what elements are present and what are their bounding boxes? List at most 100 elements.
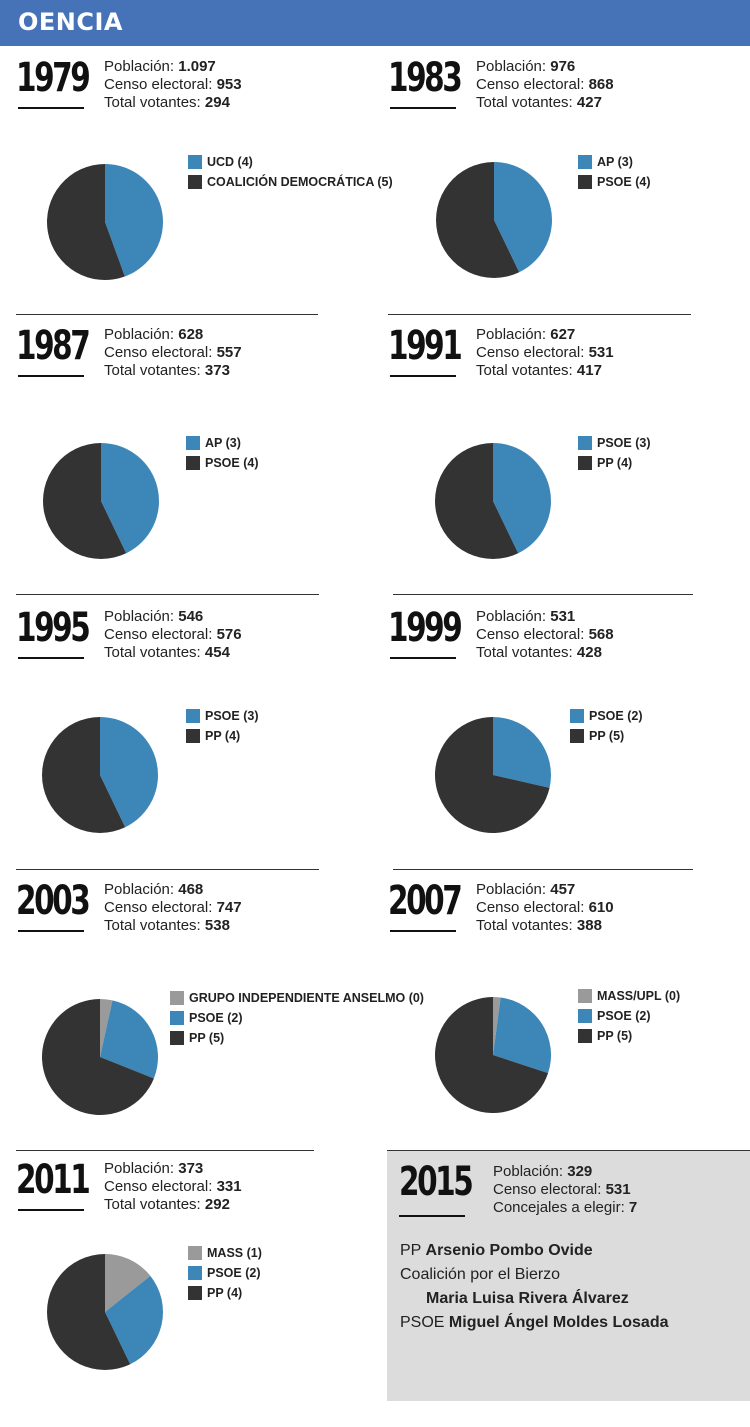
stat-label: Población: xyxy=(476,608,547,625)
legend-swatch xyxy=(578,1009,592,1023)
stat-votantes: Total votantes: 428 xyxy=(476,644,614,662)
stat-label: Censo electoral: xyxy=(476,344,585,361)
chart-legend: UCD (4) COALICIÓN DEMOCRÁTICA (5) xyxy=(188,152,393,192)
pie-slice xyxy=(100,1000,158,1079)
stat-label: Población: xyxy=(476,58,547,75)
stat-value: 531 xyxy=(605,1181,631,1198)
stat-label: Población: xyxy=(476,326,547,343)
election-block-2003: 2003 Población: 468 Censo electoral: 747 To… xyxy=(16,878,376,1148)
legend-entry: GRUPO INDEPENDIENTE ANSELMO (0) xyxy=(170,988,424,1008)
pie-chart-1979 xyxy=(46,164,163,280)
legend-swatch xyxy=(170,1031,184,1045)
legend-label: PP (4) xyxy=(597,456,633,470)
year-label: 1983 xyxy=(388,55,463,101)
stat-value: 329 xyxy=(567,1163,593,1180)
pie-chart-1991 xyxy=(435,443,551,559)
stat-poblacion: Población: 546 xyxy=(104,608,242,626)
section-divider xyxy=(16,1150,314,1151)
stat-value: 557 xyxy=(216,344,242,361)
legend-label: PSOE (3) xyxy=(205,709,259,723)
stat-censo: Censo electoral: 610 xyxy=(476,899,614,917)
year-label: 2007 xyxy=(388,878,463,924)
year-underline xyxy=(390,375,456,377)
stat-censo: Censo electoral: 557 xyxy=(104,344,242,362)
stat-value: 457 xyxy=(550,881,576,898)
year-label: 2003 xyxy=(16,878,91,924)
legend-swatch xyxy=(170,1011,184,1025)
stat-label: Población: xyxy=(104,1160,175,1177)
pie-slice xyxy=(493,997,501,1055)
year-underline xyxy=(390,107,456,109)
legend-entry: AP (3) xyxy=(578,152,651,172)
stat-votantes: Total votantes: 388 xyxy=(476,917,614,935)
pie-slice xyxy=(105,1254,151,1312)
stat-poblacion: Población: 531 xyxy=(476,608,614,626)
chart-legend: GRUPO INDEPENDIENTE ANSELMO (0) PSOE (2) P… xyxy=(170,988,424,1048)
stat-label: Censo electoral: xyxy=(104,899,213,916)
stat-value: 373 xyxy=(204,362,230,379)
legend-label: PSOE (2) xyxy=(189,1011,243,1025)
stat-censo: Censo electoral: 531 xyxy=(493,1181,637,1199)
stat-poblacion: Población: 373 xyxy=(104,1160,242,1178)
legend-label: MASS (1) xyxy=(207,1246,262,1260)
year-underline xyxy=(18,107,84,109)
pie-chart-1995 xyxy=(42,717,158,833)
candidate-name: Miguel Ángel Moldes Losada xyxy=(448,1314,669,1331)
legend-entry: MASS/UPL (0) xyxy=(578,986,680,1006)
legend-swatch xyxy=(578,1029,592,1043)
legend-swatch xyxy=(188,1286,202,1300)
election-block-1999: 1999 Población: 531 Censo electoral: 568 To… xyxy=(388,605,748,875)
stat-votantes: Total votantes: 373 xyxy=(104,362,242,380)
legend-swatch xyxy=(186,729,200,743)
pie-slice xyxy=(493,997,551,1074)
stat-concejales: Concejales a elegir: 7 xyxy=(493,1199,637,1217)
legend-entry: PSOE (2) xyxy=(188,1263,262,1283)
stat-votantes: Total votantes: 538 xyxy=(104,917,242,935)
legend-swatch xyxy=(188,175,202,189)
legend-entry: PP (5) xyxy=(578,1026,680,1046)
stat-censo: Censo electoral: 576 xyxy=(104,626,242,644)
stats-block: Población: 627 Censo electoral: 531 Total … xyxy=(476,326,614,380)
stats-block: Población: 546 Censo electoral: 576 Total … xyxy=(104,608,242,662)
stat-value: 427 xyxy=(576,94,602,111)
pie-slice xyxy=(100,717,158,828)
legend-entry: PP (4) xyxy=(578,453,651,473)
stat-label: Total votantes: xyxy=(104,1196,201,1213)
stat-censo: Censo electoral: 953 xyxy=(104,76,242,94)
candidate-row: PSOE Miguel Ángel Moldes Losada xyxy=(400,1311,669,1335)
legend-entry: MASS (1) xyxy=(188,1243,262,1263)
year-label: 1979 xyxy=(16,55,91,101)
legend-label: PP (4) xyxy=(207,1286,243,1300)
year-label: 1995 xyxy=(16,605,91,651)
pie-slice xyxy=(101,443,159,554)
stat-poblacion: Población: 329 xyxy=(493,1163,637,1181)
section-divider xyxy=(16,314,318,315)
stat-votantes: Total votantes: 427 xyxy=(476,94,614,112)
stat-value: 568 xyxy=(588,626,614,643)
chart-legend: PSOE (2) PP (5) xyxy=(570,706,643,746)
legend-swatch xyxy=(188,1246,202,1260)
legend-label: MASS/UPL (0) xyxy=(597,989,681,1003)
year-underline xyxy=(18,375,84,377)
legend-label: PSOE (4) xyxy=(205,456,259,470)
pie-slice xyxy=(494,162,552,273)
pie-slice xyxy=(436,162,520,278)
legend-label: COALICIÓN DEMOCRÁTICA (5) xyxy=(207,175,393,189)
pie-slice xyxy=(42,717,126,833)
legend-swatch xyxy=(578,175,592,189)
stat-label: Total votantes: xyxy=(476,362,573,379)
stat-value: 628 xyxy=(178,326,204,343)
election-block-1995: 1995 Población: 546 Censo electoral: 576 To… xyxy=(16,605,376,875)
page-title: OENCIA xyxy=(18,8,123,36)
legend-entry: PP (5) xyxy=(170,1028,424,1048)
stat-label: Población: xyxy=(104,881,175,898)
candidate-party: Coalición por el Bierzo xyxy=(400,1266,561,1283)
stat-censo: Censo electoral: 868 xyxy=(476,76,614,94)
legend-entry: PP (4) xyxy=(186,726,259,746)
pie-slice xyxy=(435,997,549,1113)
candidate-party: PSOE xyxy=(400,1314,445,1331)
year-label: 2011 xyxy=(16,1157,91,1203)
legend-swatch xyxy=(578,436,592,450)
stat-label: Censo electoral: xyxy=(104,76,213,93)
legend-swatch xyxy=(170,991,184,1005)
